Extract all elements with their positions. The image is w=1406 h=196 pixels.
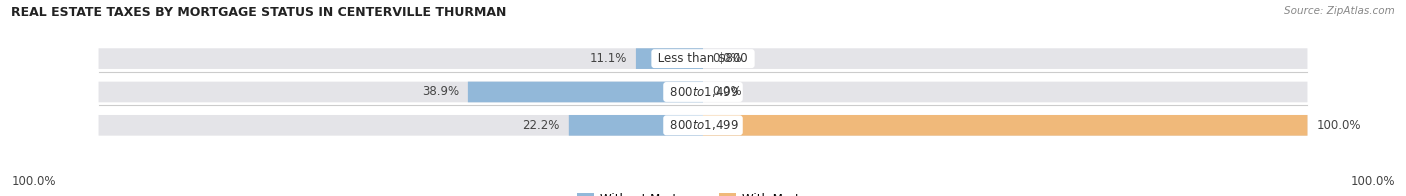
Text: $800 to $1,499: $800 to $1,499 xyxy=(666,85,740,99)
FancyBboxPatch shape xyxy=(98,48,1308,69)
FancyBboxPatch shape xyxy=(569,115,703,136)
Text: 100.0%: 100.0% xyxy=(1350,175,1395,188)
Text: 38.9%: 38.9% xyxy=(422,85,458,98)
Text: 0.0%: 0.0% xyxy=(711,85,742,98)
Text: 11.1%: 11.1% xyxy=(589,52,627,65)
Text: Source: ZipAtlas.com: Source: ZipAtlas.com xyxy=(1284,6,1395,16)
Text: 0.0%: 0.0% xyxy=(711,52,742,65)
Text: 100.0%: 100.0% xyxy=(1316,119,1361,132)
Legend: Without Mortgage, With Mortgage: Without Mortgage, With Mortgage xyxy=(572,188,834,196)
FancyBboxPatch shape xyxy=(468,82,703,102)
FancyBboxPatch shape xyxy=(98,82,1308,102)
FancyBboxPatch shape xyxy=(703,115,1308,136)
Text: REAL ESTATE TAXES BY MORTGAGE STATUS IN CENTERVILLE THURMAN: REAL ESTATE TAXES BY MORTGAGE STATUS IN … xyxy=(11,6,506,19)
Text: $800 to $1,499: $800 to $1,499 xyxy=(666,118,740,132)
Text: Less than $800: Less than $800 xyxy=(654,52,752,65)
FancyBboxPatch shape xyxy=(636,48,703,69)
Text: 22.2%: 22.2% xyxy=(523,119,560,132)
FancyBboxPatch shape xyxy=(98,115,1308,136)
Text: 100.0%: 100.0% xyxy=(11,175,56,188)
